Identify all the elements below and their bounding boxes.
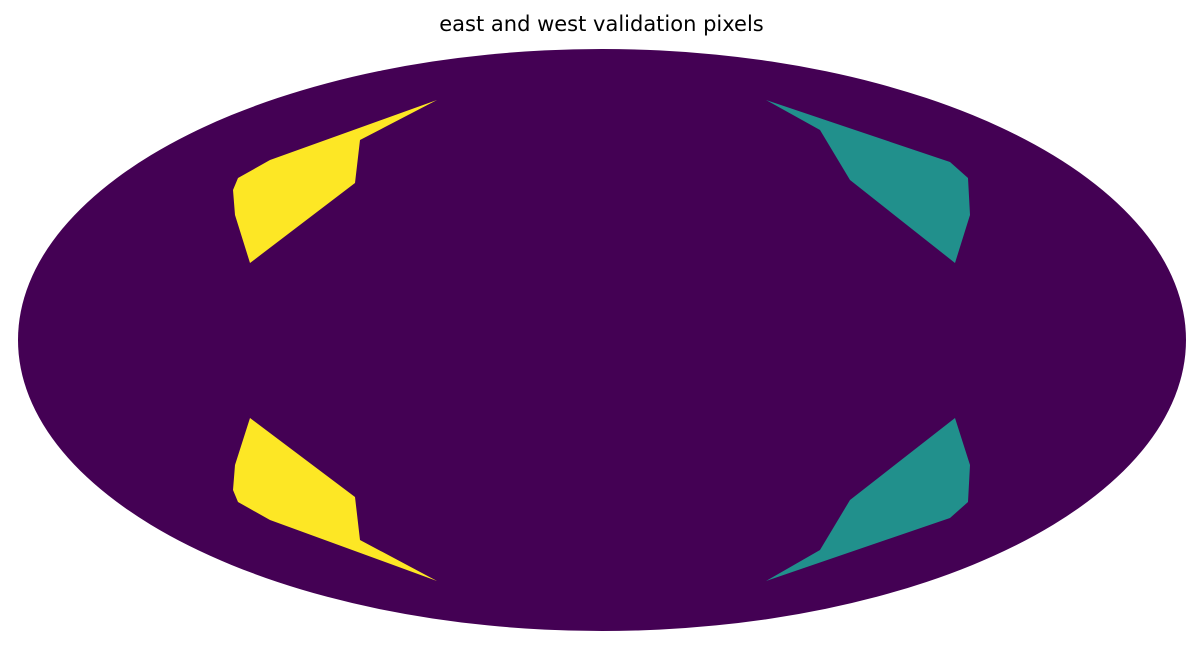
west-validation-region-lower bbox=[233, 418, 437, 581]
east-validation-region-upper bbox=[766, 100, 970, 263]
sky-region bbox=[18, 49, 1186, 631]
map-title: east and west validation pixels bbox=[439, 12, 764, 36]
west-validation-region-upper bbox=[233, 100, 437, 263]
east-validation-region-lower bbox=[766, 418, 970, 581]
